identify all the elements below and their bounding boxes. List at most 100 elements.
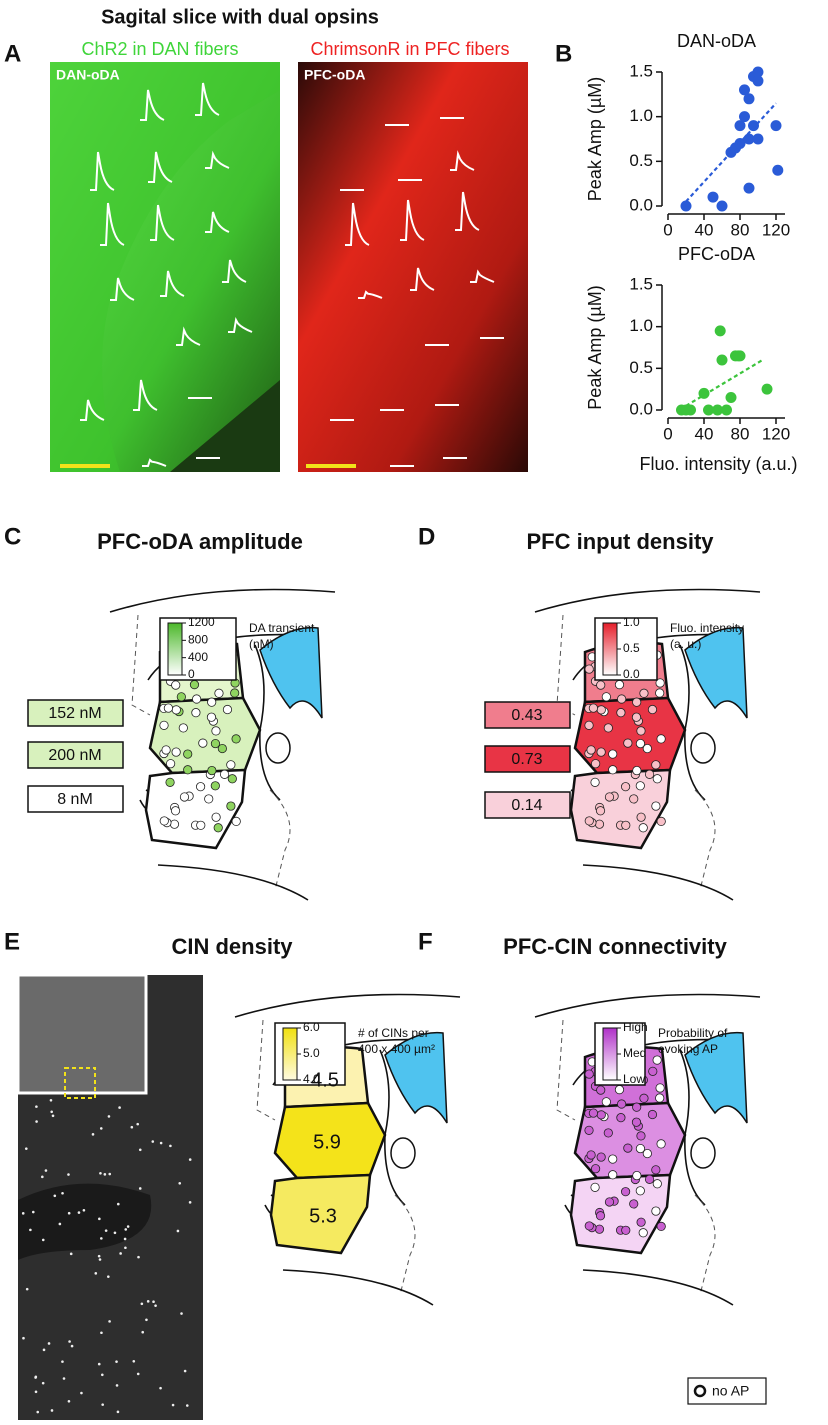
- recording-site: [608, 1170, 618, 1180]
- cell: [49, 1098, 53, 1102]
- recording-site: [632, 1170, 642, 1181]
- cell: [80, 1391, 83, 1395]
- recording-site: [655, 1093, 665, 1103]
- colorbar-label: evoking AP: [658, 1042, 718, 1056]
- recording-site: [635, 1143, 646, 1154]
- recording-site: [629, 794, 639, 804]
- recording-site: [159, 816, 169, 826]
- point: [761, 383, 773, 395]
- y-axis-label: Peak Amp (µM): [585, 285, 605, 409]
- point: [739, 84, 750, 96]
- chart-title: DAN-oDA: [677, 31, 756, 51]
- cell: [137, 1255, 140, 1259]
- cell: [50, 1409, 54, 1412]
- colorbar-tick-label: 1.0: [623, 615, 640, 629]
- cell: [115, 1384, 119, 1387]
- region-value: 152 nM: [48, 705, 101, 722]
- value-box: [484, 791, 571, 819]
- recording-site: [603, 1128, 613, 1138]
- region-value: 0.43: [511, 707, 542, 724]
- trace: [195, 82, 220, 116]
- panel-label: B: [555, 40, 572, 67]
- image-header: ChrimsonR in PFC fibers: [310, 39, 509, 59]
- recording-site: [594, 819, 605, 829]
- inset-image: [16, 973, 148, 1095]
- legend-marker: [693, 1384, 707, 1398]
- y-tick-label: 1.0: [629, 106, 653, 125]
- recording-site: [656, 734, 666, 744]
- recording-site: [195, 782, 206, 792]
- recording-site: [213, 823, 223, 833]
- value-box: [27, 785, 124, 813]
- recording-site: [652, 1179, 662, 1189]
- recording-site: [642, 1148, 652, 1159]
- recording-site: [651, 1165, 661, 1175]
- schematic: High Med Low Probability of evoking AP: [534, 993, 761, 1306]
- cell: [159, 1141, 163, 1145]
- recording-site: [204, 794, 214, 804]
- recording-site: [621, 1225, 631, 1235]
- colorbar-label: (nM): [249, 637, 274, 651]
- point: [752, 133, 764, 145]
- region-value: 200 nM: [48, 747, 101, 764]
- recording-site: [596, 705, 606, 715]
- recording-site: [617, 1099, 627, 1109]
- panel-label: D: [418, 523, 435, 550]
- value-box: [27, 741, 124, 769]
- colorbar-tick-label: Low: [623, 1072, 645, 1086]
- trace: [205, 211, 230, 233]
- recording-site: [590, 759, 601, 769]
- chart-title: PFC-oDA: [678, 244, 755, 264]
- recording-site: [196, 820, 206, 830]
- colorbar-tick-label: 6.0: [303, 1020, 320, 1034]
- cell: [22, 1336, 25, 1340]
- image-label: PFC-oDA: [304, 67, 365, 83]
- cell: [159, 1386, 162, 1390]
- cell: [62, 1377, 66, 1380]
- recording-site: [636, 1217, 646, 1227]
- recording-site: [584, 816, 594, 826]
- recording-site: [638, 823, 648, 833]
- cell: [138, 1148, 142, 1152]
- cell: [188, 1158, 192, 1161]
- colorbar-label: Probability of: [658, 1026, 728, 1040]
- recording-site: [176, 692, 186, 702]
- panel-title: PFC-oDA amplitude: [97, 529, 303, 554]
- recording-site: [214, 688, 224, 698]
- recording-site: [656, 1221, 666, 1231]
- recording-site: [638, 1228, 648, 1238]
- recording-site: [586, 1150, 596, 1160]
- recording-site: [165, 777, 175, 787]
- colorbar-tick-label: 0.5: [623, 641, 640, 655]
- cell: [116, 1410, 120, 1414]
- recording-site: [644, 1174, 655, 1184]
- region-value: 0.73: [511, 751, 542, 768]
- recording-site: [586, 745, 596, 755]
- point: [721, 404, 732, 416]
- cell: [67, 1173, 70, 1176]
- recording-site: [647, 1109, 658, 1120]
- panel-label: A: [4, 40, 21, 67]
- recording-site: [632, 697, 642, 707]
- recording-site: [584, 664, 594, 674]
- cell: [140, 1302, 144, 1306]
- region-value: 5.3: [309, 1205, 337, 1227]
- recording-site: [595, 1211, 606, 1221]
- recording-site: [590, 1182, 600, 1192]
- cell: [34, 1376, 37, 1379]
- cell: [188, 1201, 192, 1204]
- trace: [140, 89, 165, 121]
- trace: [228, 317, 253, 333]
- y-tick-label: 0.5: [629, 358, 653, 377]
- trace: [205, 150, 230, 169]
- recording-site: [596, 1085, 606, 1095]
- recording-site: [596, 1152, 606, 1162]
- point: [752, 66, 764, 78]
- recording-site: [620, 782, 631, 792]
- x-tick-label: 80: [731, 424, 750, 443]
- y-tick-label: 0.5: [629, 151, 653, 170]
- cell: [113, 1231, 117, 1235]
- recording-site: [616, 708, 626, 718]
- y-tick-label: 0.0: [629, 195, 653, 214]
- recording-site: [179, 792, 190, 802]
